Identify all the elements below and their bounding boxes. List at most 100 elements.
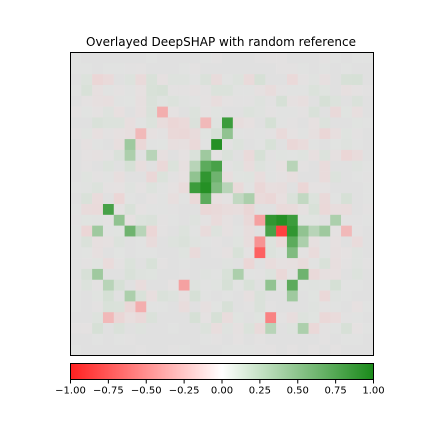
heatmap-cell [178, 214, 190, 226]
heatmap-cell [200, 323, 212, 335]
heatmap-cell [351, 312, 363, 324]
heatmap-cell [341, 95, 353, 107]
heatmap-cell [362, 74, 374, 86]
heatmap-cell [102, 128, 115, 140]
heatmap-cell [102, 84, 115, 97]
heatmap-cell [167, 128, 180, 140]
heatmap-cell [330, 225, 342, 237]
heatmap-cell [297, 84, 309, 97]
heatmap-cell [286, 95, 299, 107]
heatmap-cell [254, 236, 266, 248]
heatmap-cell [135, 171, 147, 183]
heatmap-cell [330, 182, 342, 194]
heatmap-cell [189, 258, 201, 270]
heatmap-cell [319, 268, 331, 281]
heatmap-cell [362, 301, 374, 313]
heatmap-cell [243, 128, 255, 140]
heatmap-cell [351, 333, 363, 345]
heatmap-cell [113, 247, 125, 259]
heatmap-cell [222, 160, 234, 172]
heatmap-cell [146, 52, 158, 64]
heatmap-cell [189, 225, 201, 237]
heatmap-cell [319, 323, 331, 335]
heatmap-cell [276, 74, 288, 86]
heatmap-cell [265, 139, 277, 151]
heatmap-cell [351, 182, 363, 194]
heatmap-cell [81, 312, 93, 324]
heatmap-cell [178, 333, 190, 345]
heatmap-cell [222, 236, 234, 248]
heatmap-cell [319, 74, 331, 86]
heatmap-cell [243, 204, 255, 216]
heatmap-cell [124, 84, 136, 97]
heatmap-cell [189, 128, 201, 140]
heatmap-cell [351, 258, 363, 270]
heatmap-cell [341, 312, 353, 324]
heatmap-cell [254, 247, 266, 259]
colorbar-tick-label: 0.00 [211, 386, 233, 397]
heatmap-cell [167, 301, 180, 313]
heatmap-cell [146, 268, 158, 281]
heatmap-cell [319, 160, 331, 172]
heatmap-cell [319, 106, 331, 118]
heatmap-cell [200, 139, 212, 151]
heatmap-cell [297, 268, 309, 281]
heatmap-cell [211, 247, 223, 259]
heatmap-cell [200, 214, 212, 226]
heatmap-cell [341, 247, 353, 259]
heatmap-cell [232, 139, 244, 151]
heatmap-cell [362, 63, 374, 75]
heatmap-cell [222, 193, 234, 205]
heatmap-cell [211, 301, 223, 313]
heatmap-cell [265, 128, 277, 140]
heatmap-cell [146, 74, 158, 86]
heatmap-cell [254, 84, 266, 97]
heatmap-cell [135, 312, 147, 324]
heatmap-cell [286, 312, 299, 324]
heatmap-cell [276, 149, 288, 162]
heatmap-cell [135, 258, 147, 270]
heatmap-cell [341, 171, 353, 183]
heatmap-cell [265, 74, 277, 86]
heatmap-cell [178, 95, 190, 107]
heatmap-cell [167, 204, 180, 216]
heatmap-cell [157, 63, 169, 75]
heatmap-cell [81, 279, 93, 291]
heatmap-cell [351, 52, 363, 64]
heatmap-cell [124, 74, 136, 86]
colorbar-tick-label: 1.00 [362, 386, 384, 397]
heatmap-cell [211, 149, 223, 162]
heatmap-cell [189, 333, 201, 345]
heatmap-cell [157, 117, 169, 129]
heatmap-cell [308, 182, 320, 194]
heatmap-cell [178, 301, 190, 313]
heatmap-cell [157, 225, 169, 237]
heatmap-cell [102, 139, 115, 151]
heatmap-cell [178, 279, 190, 291]
heatmap-cell [189, 171, 201, 183]
heatmap-cell [286, 236, 299, 248]
heatmap-cell [232, 160, 244, 172]
heatmap-cell [276, 344, 288, 356]
heatmap-cell [167, 225, 180, 237]
heatmap-cell [265, 225, 277, 237]
heatmap-cell [319, 52, 331, 64]
heatmap-cell [81, 84, 93, 97]
heatmap-cell [146, 301, 158, 313]
heatmap-cell [70, 301, 82, 313]
heatmap-cell [330, 344, 342, 356]
heatmap-cell [351, 323, 363, 335]
heatmap-cell [102, 225, 115, 237]
heatmap-cell [189, 193, 201, 205]
heatmap-cell [330, 84, 342, 97]
heatmap-cell [308, 63, 320, 75]
heatmap-cell [135, 117, 147, 129]
heatmap-cell [113, 312, 125, 324]
heatmap-cell [286, 160, 299, 172]
heatmap-cell [341, 52, 353, 64]
heatmap-cell [102, 279, 115, 291]
heatmap-cell [362, 279, 374, 291]
heatmap-cell [265, 106, 277, 118]
heatmap-cell [308, 139, 320, 151]
colorbar-tick-label: 0.75 [324, 386, 346, 397]
